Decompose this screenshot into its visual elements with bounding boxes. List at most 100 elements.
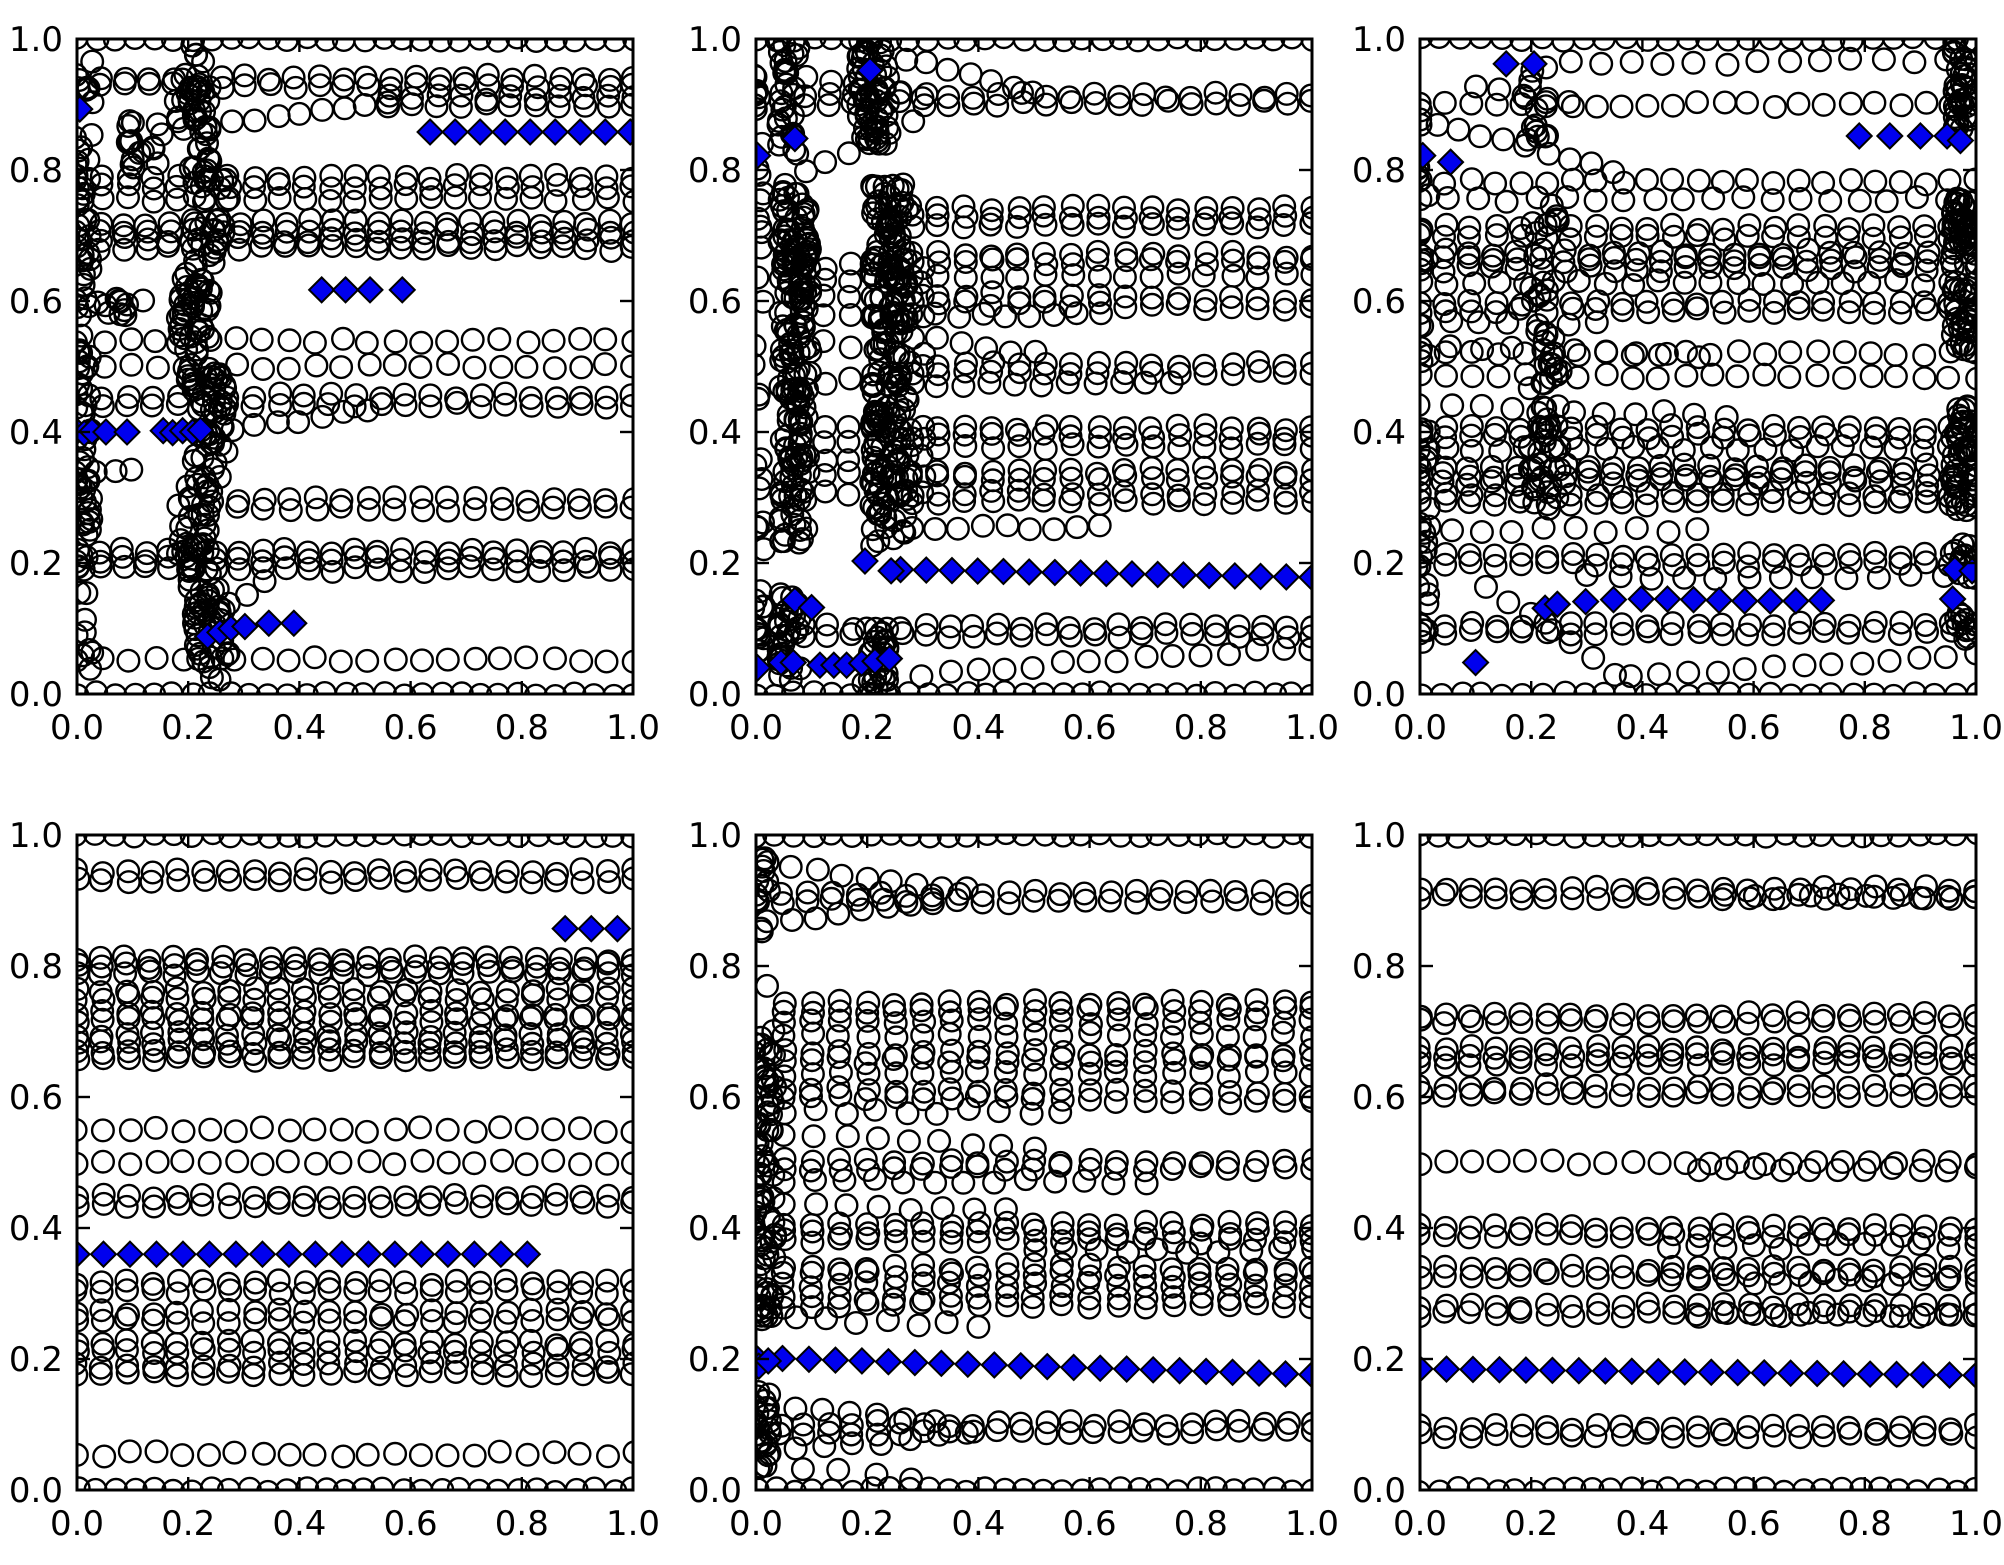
x-tick-label: 1.0 [606,1504,660,1544]
y-tick-label: 0.0 [9,1471,63,1511]
x-tick-label: 0.6 [384,1504,438,1544]
y-tick-label: 0.0 [1352,1471,1406,1511]
x-tick-label: 0.2 [1504,1504,1558,1544]
x-tick-label: 0.8 [1174,1504,1228,1544]
y-tick-label: 0.8 [9,151,63,191]
y-tick-label: 0.0 [688,675,742,715]
axes: 0.00.0 0.2 0.2 0.4 0.4 0.6 0.6 0.8 0.8 1.0 1.0 [9,20,660,748]
marker-layer [77,835,633,1490]
diamond-markers [77,914,632,1269]
y-tick-label: 0.6 [9,1078,63,1118]
y-tick-label: 0.0 [688,1471,742,1511]
x-tick-label: 0.2 [161,1504,215,1544]
x-tick-label: 0.8 [495,1504,549,1544]
marker-layer [1420,39,1976,694]
marker-layer [756,39,1312,694]
y-tick-label: 0.6 [688,282,742,322]
y-tick-label: 1.0 [1352,20,1406,60]
y-tick-label: 1.0 [688,20,742,60]
x-tick-label: 0.2 [840,1504,894,1544]
marker-layer [756,835,1312,1490]
y-tick-label: 0.4 [688,413,742,453]
axes: 0.00.0 0.2 0.2 0.4 0.4 0.6 0.6 0.8 0.8 1.0 1.0 [688,20,1339,748]
subplot-top-middle: 0.00.0 0.2 0.2 0.4 0.4 0.6 0.6 0.8 0.8 1.0 1.0 [688,20,1339,748]
y-tick-label: 0.8 [1352,151,1406,191]
x-tick-label: 0.0 [729,1504,783,1544]
x-tick-label: 0.8 [495,708,549,748]
x-tick-label: 0.6 [1727,1504,1781,1544]
diamond-markers [1420,1354,1976,1390]
subplot-top-left: 0.00.0 0.2 0.2 0.4 0.4 0.6 0.6 0.8 0.8 1.0 1.0 [9,20,660,748]
y-tick-label: 0.8 [1352,947,1406,987]
x-tick-label: 0.8 [1838,1504,1892,1544]
x-tick-label: 0.8 [1174,708,1228,748]
y-tick-label: 0.2 [9,1340,63,1380]
x-tick-label: 0.4 [951,1504,1005,1544]
diamond-markers [77,95,633,651]
marker-layer [77,39,633,694]
x-tick-label: 0.6 [1727,708,1781,748]
diamond-markers [1420,49,1976,677]
axes: 0.00.0 0.2 0.2 0.4 0.4 0.6 0.6 0.8 0.8 1.0 1.0 [9,816,660,1544]
x-tick-label: 1.0 [1949,1504,2003,1544]
circle-markers [77,39,633,694]
axes: 0.00.0 0.2 0.2 0.4 0.4 0.6 0.6 0.8 0.8 1.0 1.0 [688,816,1339,1544]
y-tick-label: 0.6 [9,282,63,322]
x-tick-label: 0.0 [1393,1504,1447,1544]
subplot-bottom-right: 0.00.0 0.2 0.2 0.4 0.4 0.6 0.6 0.8 0.8 1.0 1.0 [1352,816,2003,1544]
y-tick-label: 0.6 [1352,282,1406,322]
marker-layer [1420,835,1976,1490]
y-tick-label: 1.0 [9,816,63,856]
y-tick-label: 0.8 [688,151,742,191]
y-tick-label: 0.2 [1352,1340,1406,1380]
y-tick-label: 0.2 [688,544,742,584]
y-tick-label: 0.4 [1352,413,1406,453]
x-tick-label: 1.0 [606,708,660,748]
y-tick-label: 0.2 [688,1340,742,1380]
x-tick-label: 0.4 [272,1504,326,1544]
x-tick-label: 0.0 [50,708,104,748]
y-tick-label: 1.0 [9,20,63,60]
x-tick-label: 0.2 [840,708,894,748]
y-tick-label: 1.0 [1352,816,1406,856]
subplot-top-right: 0.00.0 0.2 0.2 0.4 0.4 0.6 0.6 0.8 0.8 1.0 1.0 [1352,20,2003,748]
axes: 0.00.0 0.2 0.2 0.4 0.4 0.6 0.6 0.8 0.8 1.0 1.0 [1352,816,2003,1544]
x-tick-label: 0.2 [1504,708,1558,748]
y-tick-label: 0.4 [688,1209,742,1249]
x-tick-label: 0.6 [384,708,438,748]
x-tick-label: 0.6 [1063,708,1117,748]
x-tick-label: 0.4 [1615,1504,1669,1544]
y-tick-label: 0.6 [1352,1078,1406,1118]
y-tick-label: 0.0 [1352,675,1406,715]
x-tick-label: 0.8 [1838,708,1892,748]
y-tick-label: 0.2 [1352,544,1406,584]
x-tick-label: 1.0 [1949,708,2003,748]
x-tick-label: 0.0 [1393,708,1447,748]
y-tick-label: 1.0 [688,816,742,856]
x-tick-label: 0.4 [1615,708,1669,748]
y-tick-label: 0.4 [9,413,63,453]
diamond-markers [756,56,1312,682]
x-tick-label: 0.4 [272,708,326,748]
circle-markers [77,835,633,1490]
circle-markers [1420,835,1976,1490]
y-tick-label: 0.8 [688,947,742,987]
x-tick-label: 0.0 [50,1504,104,1544]
y-tick-label: 0.2 [9,544,63,584]
y-tick-label: 0.4 [9,1209,63,1249]
y-tick-label: 0.6 [688,1078,742,1118]
y-tick-label: 0.8 [9,947,63,987]
x-tick-label: 0.4 [951,708,1005,748]
x-tick-label: 1.0 [1285,1504,1339,1544]
circle-markers [756,39,1312,694]
x-tick-label: 1.0 [1285,708,1339,748]
axes: 0.00.0 0.2 0.2 0.4 0.4 0.6 0.6 0.8 0.8 1.0 1.0 [1352,20,2003,748]
x-tick-label: 0.2 [161,708,215,748]
y-tick-label: 0.0 [9,675,63,715]
circle-markers [756,835,1312,1490]
diamond-markers [756,1343,1312,1389]
y-tick-label: 0.4 [1352,1209,1406,1249]
subplot-bottom-middle: 0.00.0 0.2 0.2 0.4 0.4 0.6 0.6 0.8 0.8 1.0 1.0 [688,816,1339,1544]
